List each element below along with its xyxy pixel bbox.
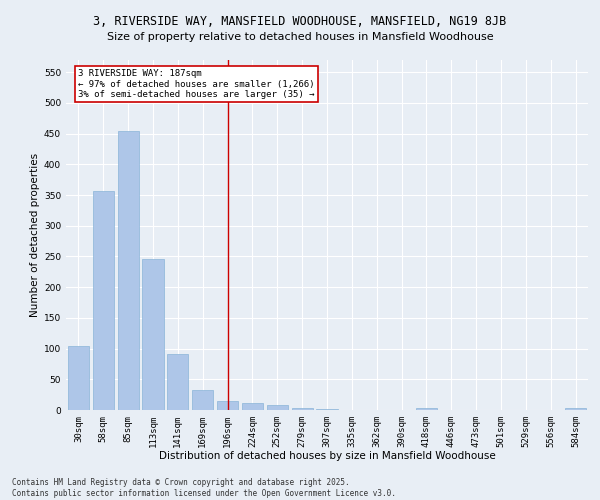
Bar [242, 403, 263, 410]
Bar [93, 191, 114, 410]
Text: Size of property relative to detached houses in Mansfield Woodhouse: Size of property relative to detached ho… [107, 32, 493, 42]
Bar [292, 408, 313, 410]
X-axis label: Distribution of detached houses by size in Mansfield Woodhouse: Distribution of detached houses by size … [158, 452, 496, 462]
Bar [167, 354, 188, 410]
Bar [118, 131, 139, 410]
Bar [142, 259, 164, 410]
Text: 3 RIVERSIDE WAY: 187sqm
← 97% of detached houses are smaller (1,266)
3% of semi-: 3 RIVERSIDE WAY: 187sqm ← 97% of detache… [79, 69, 315, 99]
Bar [416, 408, 437, 410]
Text: Contains HM Land Registry data © Crown copyright and database right 2025.
Contai: Contains HM Land Registry data © Crown c… [12, 478, 396, 498]
Bar [565, 408, 586, 410]
Y-axis label: Number of detached properties: Number of detached properties [30, 153, 40, 317]
Bar [267, 405, 288, 410]
Bar [217, 402, 238, 410]
Bar [192, 390, 213, 410]
Bar [316, 409, 338, 410]
Bar [68, 346, 89, 410]
Text: 3, RIVERSIDE WAY, MANSFIELD WOODHOUSE, MANSFIELD, NG19 8JB: 3, RIVERSIDE WAY, MANSFIELD WOODHOUSE, M… [94, 15, 506, 28]
